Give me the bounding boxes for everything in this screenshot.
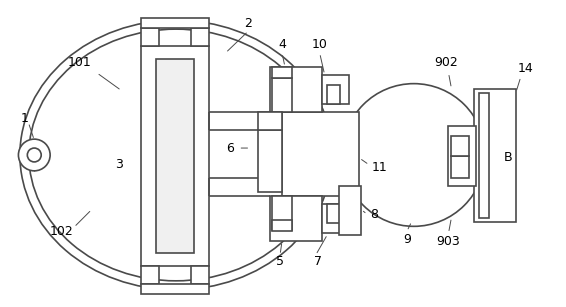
Bar: [270, 67, 321, 112]
Bar: [142, 18, 209, 28]
Text: 101: 101: [68, 56, 92, 69]
Text: 4: 4: [278, 38, 286, 52]
Bar: [191, 266, 209, 284]
Text: 3: 3: [115, 158, 123, 171]
Bar: [270, 196, 321, 241]
Bar: [156, 59, 194, 253]
Bar: [142, 46, 209, 266]
Text: 5: 5: [276, 255, 284, 267]
Bar: [142, 284, 209, 294]
Circle shape: [342, 84, 485, 226]
Text: B: B: [504, 151, 512, 165]
Bar: [272, 196, 292, 230]
Text: 11: 11: [371, 161, 387, 174]
Text: 9: 9: [403, 233, 411, 246]
Bar: [258, 130, 282, 192]
Bar: [327, 204, 341, 223]
Bar: [191, 28, 209, 46]
Bar: [272, 220, 292, 231]
Text: 902: 902: [435, 56, 458, 69]
Bar: [479, 92, 489, 218]
Bar: [321, 75, 349, 104]
Bar: [452, 136, 469, 156]
Text: 14: 14: [518, 62, 534, 75]
Text: 1: 1: [20, 112, 28, 125]
Circle shape: [27, 148, 41, 162]
Bar: [282, 112, 359, 196]
Bar: [452, 156, 469, 178]
Bar: [142, 266, 159, 284]
Bar: [142, 28, 159, 46]
Text: 2: 2: [245, 17, 252, 30]
Bar: [272, 67, 292, 78]
Text: 8: 8: [370, 208, 378, 221]
Bar: [272, 78, 292, 112]
Bar: [474, 89, 516, 222]
Ellipse shape: [29, 29, 323, 281]
Bar: [340, 186, 361, 235]
Text: 903: 903: [436, 235, 460, 248]
Bar: [258, 112, 282, 130]
Bar: [327, 85, 341, 104]
Text: 102: 102: [50, 225, 74, 238]
Bar: [321, 204, 349, 233]
Text: 7: 7: [314, 255, 321, 267]
Circle shape: [19, 139, 50, 171]
Ellipse shape: [20, 20, 332, 290]
Bar: [448, 126, 476, 186]
Text: 6: 6: [226, 142, 234, 154]
Text: 10: 10: [312, 38, 328, 52]
